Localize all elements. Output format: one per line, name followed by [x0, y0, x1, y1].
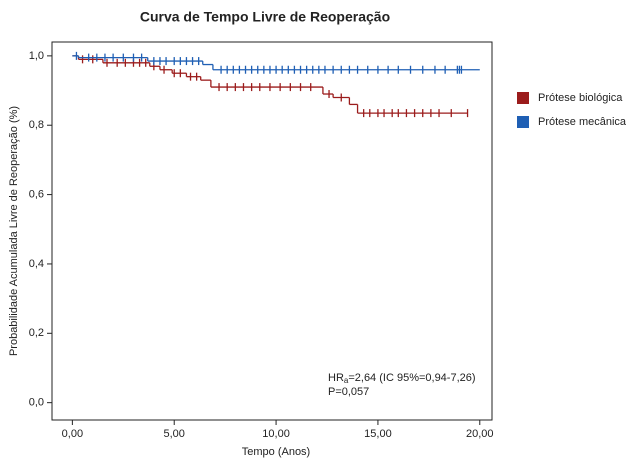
- x-axis-label: Tempo (Anos): [242, 446, 310, 458]
- y-tick-label: 1,0: [29, 50, 44, 62]
- x-tick-label: 15,00: [364, 428, 392, 440]
- x-tick-label: 0,00: [62, 428, 83, 440]
- hr-rest: =2,64 (IC 95%=0,94-7,26): [348, 372, 475, 384]
- legend-label: Prótese mecânica: [538, 116, 627, 128]
- y-tick-label: 0,0: [29, 397, 44, 409]
- annotation-p: P=0,057: [328, 386, 369, 398]
- hr-sub: a: [344, 376, 349, 385]
- annotation-hr: HRa=2,64 (IC 95%=0,94-7,26): [328, 372, 476, 385]
- y-tick-label: 0,8: [29, 119, 44, 131]
- x-tick-label: 5,00: [164, 428, 185, 440]
- legend-swatch: [517, 116, 529, 128]
- chart-title: Curva de Tempo Livre de Reoperação: [140, 9, 390, 25]
- y-axis-label: Probabilidade Acumulada Livre de Reopera…: [8, 106, 20, 356]
- hr: HR: [328, 372, 344, 384]
- legend-label: Prótese biológica: [538, 92, 623, 104]
- plot-frame: [51, 41, 493, 421]
- legend-swatch: [517, 92, 529, 104]
- y-tick-label: 0,2: [29, 327, 44, 339]
- y-tick-label: 0,4: [29, 258, 44, 270]
- y-tick-label: 0,6: [29, 188, 44, 200]
- x-tick-label: 20,00: [466, 428, 494, 440]
- x-tick-label: 10,00: [262, 428, 290, 440]
